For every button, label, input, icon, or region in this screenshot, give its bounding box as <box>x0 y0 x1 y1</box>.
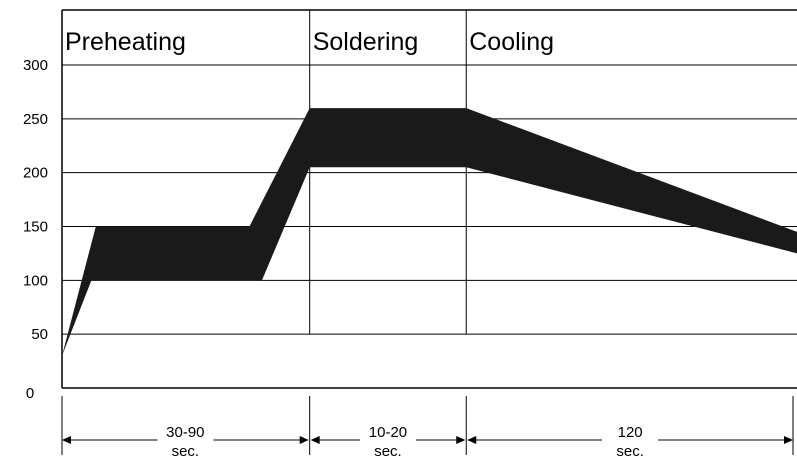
duration-unit: sec. <box>616 443 644 460</box>
duration-unit: sec. <box>374 443 402 460</box>
phase-label-cooling: Cooling <box>469 28 554 56</box>
y-axis-ticks: 0 50 100 150 200 250 300 <box>23 57 48 402</box>
temperature-band <box>62 108 797 356</box>
duration-value: 120 <box>618 424 643 441</box>
grid-lines <box>62 10 797 335</box>
arrowhead-right <box>784 436 793 444</box>
duration-value: 30-90 <box>166 424 204 441</box>
y-tick-label-300: 300 <box>23 57 48 74</box>
duration-annotations: 30-90 sec. 10-20 sec. 120 sec. <box>61 396 794 460</box>
arrowhead-right <box>299 436 309 444</box>
y-tick-label-150: 150 <box>23 219 48 236</box>
duration-arrow-preheating: 30-90 sec. <box>62 424 309 460</box>
arrowhead-right <box>456 436 466 444</box>
phase-label-soldering: Soldering <box>313 28 419 56</box>
duration-value: 10-20 <box>369 424 407 441</box>
plot-frame <box>61 9 797 389</box>
y-tick-label-50: 50 <box>31 326 48 343</box>
duration-unit: sec. <box>172 443 200 460</box>
arrowhead-left <box>62 436 71 444</box>
y-tick-label-100: 100 <box>23 272 48 289</box>
duration-arrow-soldering: 10-20 sec. <box>310 424 466 460</box>
arrowhead-left <box>310 436 320 444</box>
arrowhead-left <box>467 436 477 444</box>
y-tick-label-200: 200 <box>23 165 48 182</box>
y-tick-label-0: 0 <box>26 385 34 402</box>
duration-arrow-cooling: 120 sec. <box>467 424 793 460</box>
phase-label-preheating: Preheating <box>65 28 186 56</box>
phase-labels: Preheating Soldering Cooling <box>65 28 554 56</box>
y-tick-label-250: 250 <box>23 111 48 128</box>
